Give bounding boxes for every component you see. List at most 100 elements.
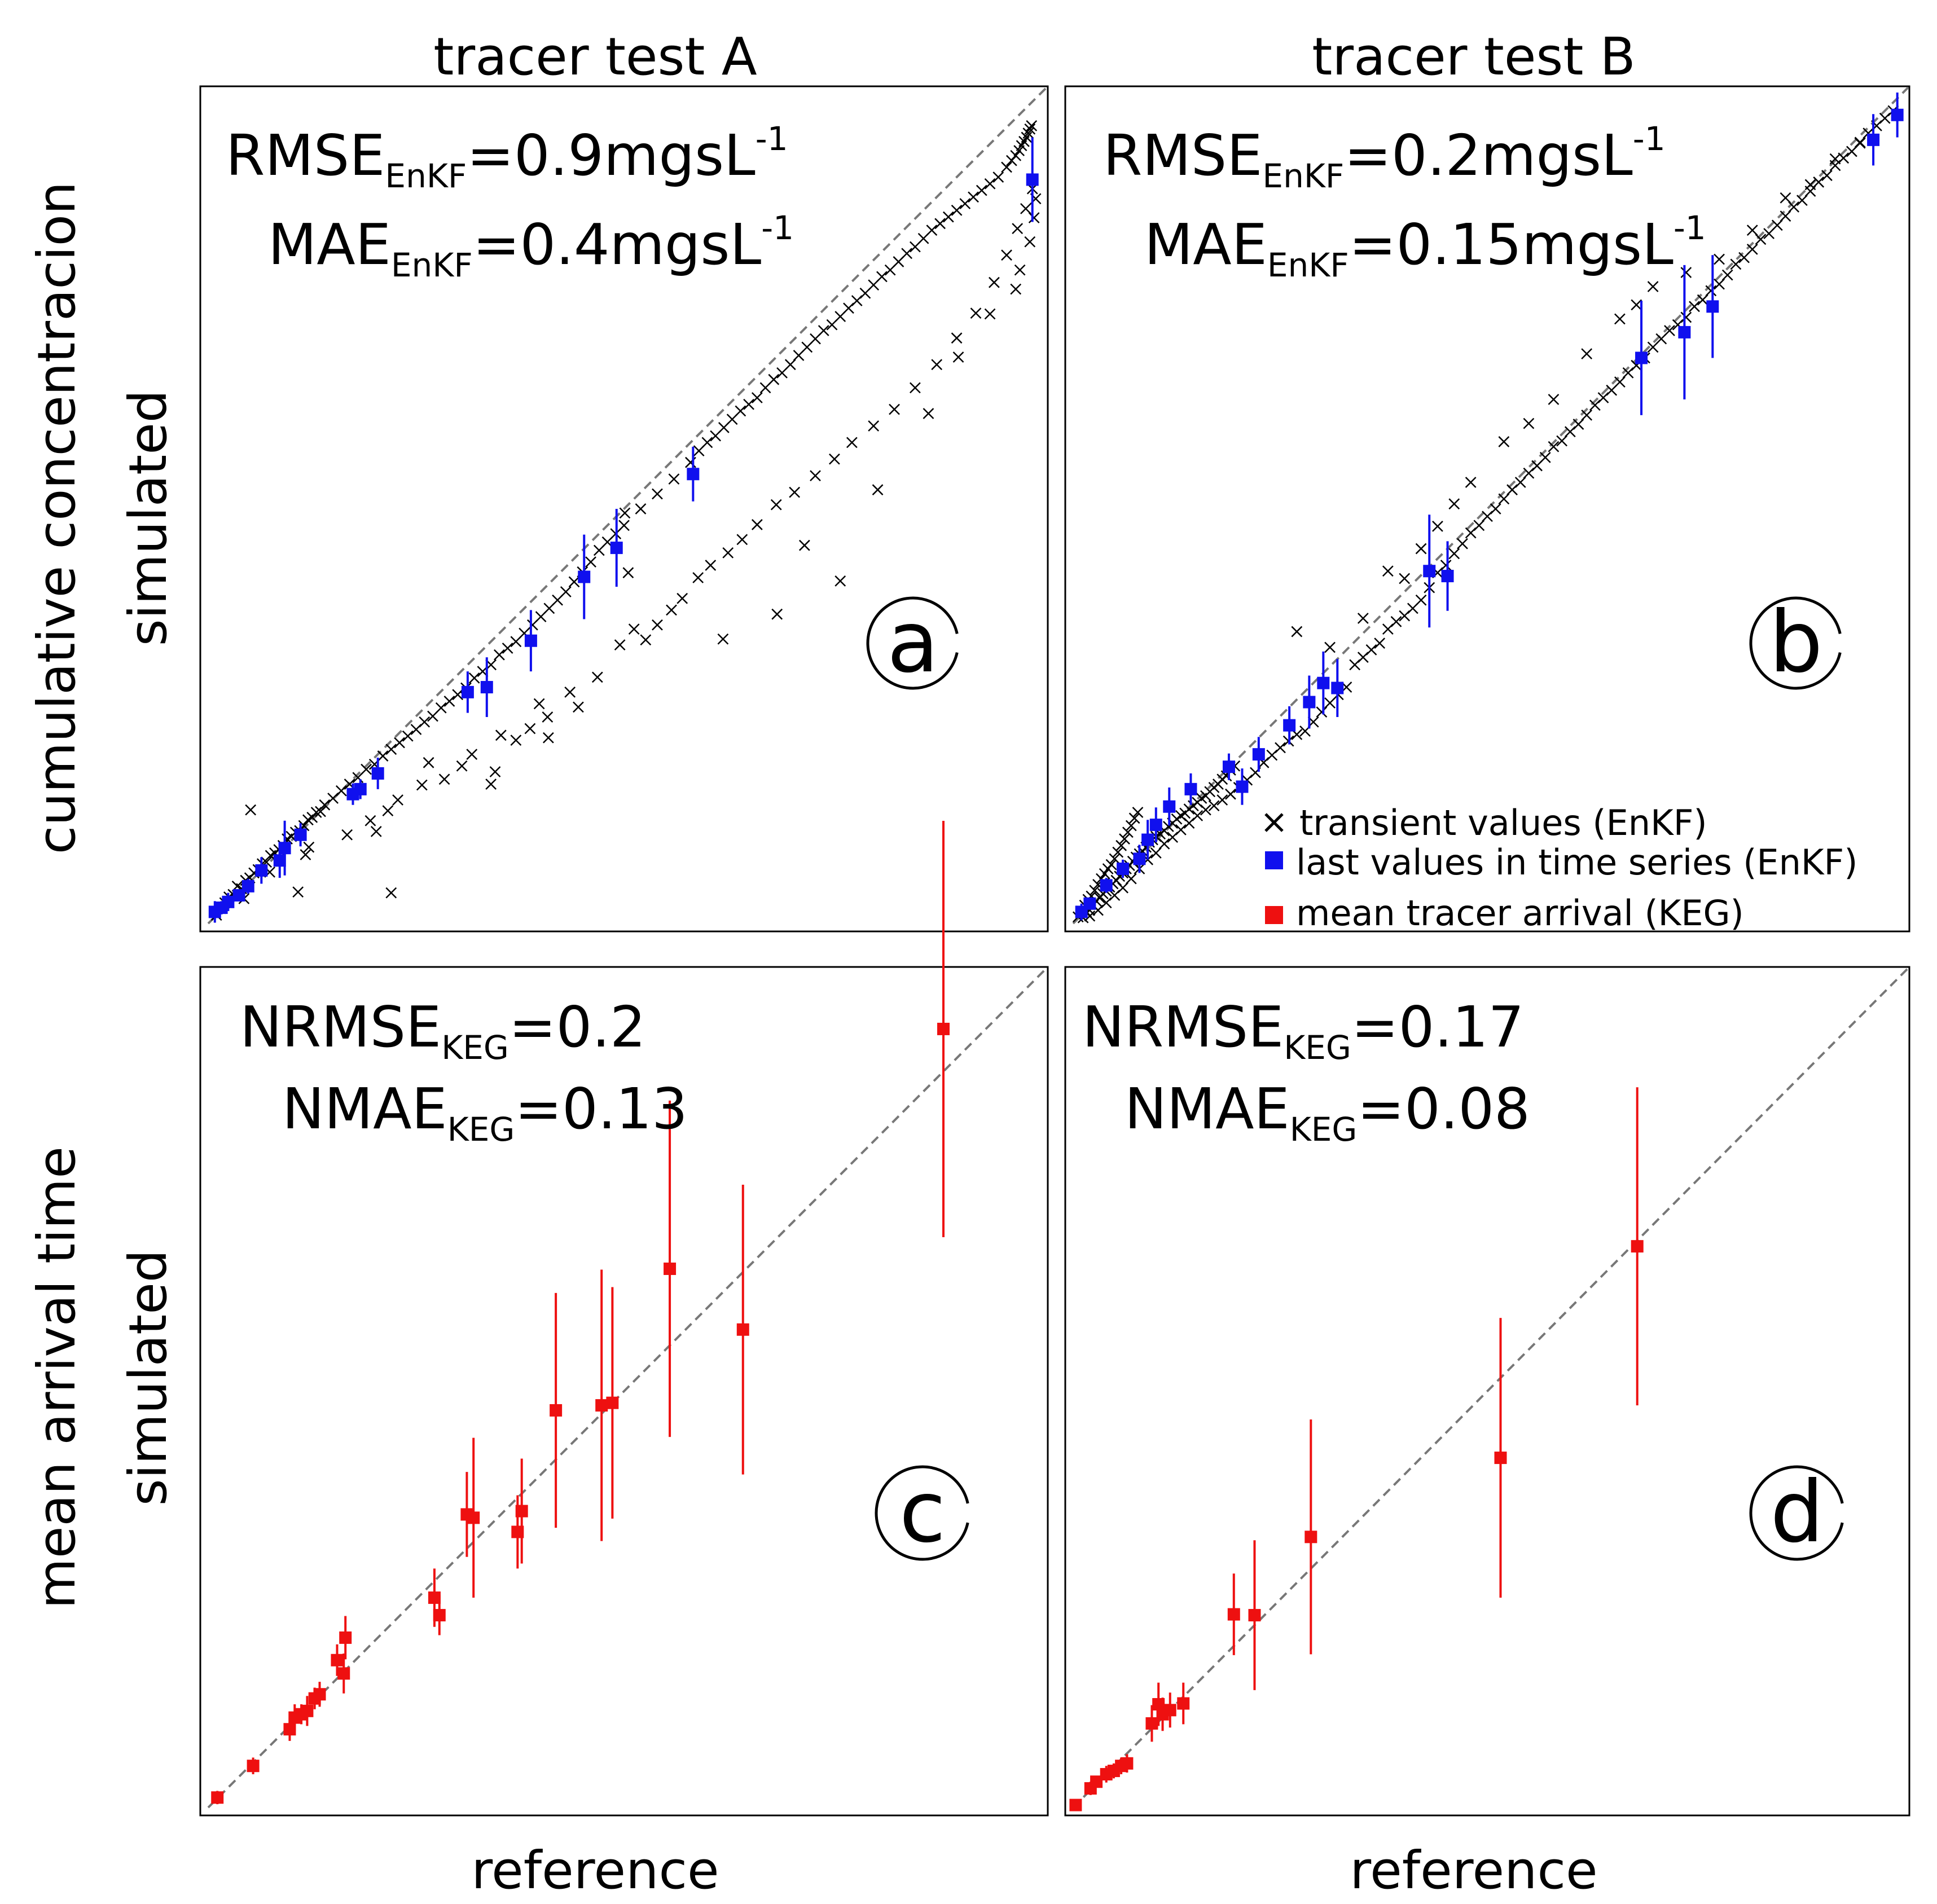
transient-marker xyxy=(846,437,858,448)
metric-name: MAE xyxy=(268,212,391,278)
transient-marker xyxy=(1432,520,1443,532)
transient-marker xyxy=(560,586,572,597)
plot-frame-d xyxy=(1064,966,1910,1817)
transient-marker xyxy=(722,547,734,559)
transient-marker xyxy=(614,639,626,650)
panel-letter-d: d xyxy=(1770,1463,1824,1562)
transient-marker xyxy=(1448,498,1460,510)
transient-marker xyxy=(1796,195,1808,206)
transient-marker xyxy=(1208,800,1220,812)
legend-label-last-values: last values in time series (EnKF) xyxy=(1296,842,1857,883)
transient-marker xyxy=(1028,212,1040,223)
last-value-marker xyxy=(1184,782,1197,795)
row-label-bottom-line2: simulated xyxy=(118,1250,178,1506)
transient-marker xyxy=(1105,859,1117,870)
arrival-marker xyxy=(1304,1531,1317,1544)
transient-marker xyxy=(1829,153,1841,165)
transient-marker xyxy=(1714,278,1725,290)
transient-marker xyxy=(392,794,403,806)
transient-marker xyxy=(1697,294,1708,306)
transient-marker xyxy=(1150,847,1162,859)
transient-marker xyxy=(585,556,596,568)
last-value-marker xyxy=(1252,748,1265,761)
arrival-marker xyxy=(428,1591,441,1604)
transient-marker xyxy=(494,649,505,661)
transient-marker xyxy=(1192,810,1204,821)
transient-marker xyxy=(1689,301,1700,313)
transient-marker xyxy=(394,737,405,749)
transient-marker xyxy=(701,437,713,448)
transient-marker xyxy=(976,184,987,196)
transient-marker xyxy=(959,198,971,209)
arrival-marker xyxy=(664,1263,677,1276)
panel-letter-circle-a xyxy=(866,596,959,690)
diagonal-line-b xyxy=(1072,86,1909,925)
metric-b-1: MAEEnKF=0.15mgsL-1 xyxy=(1144,209,1706,284)
transient-marker xyxy=(668,473,680,485)
transient-marker xyxy=(876,271,888,283)
transient-marker xyxy=(423,757,434,768)
last-value-marker xyxy=(1423,565,1436,578)
transient-marker xyxy=(789,486,801,498)
arrival-marker xyxy=(313,1688,326,1701)
last-value-marker xyxy=(1133,852,1146,865)
transient-marker xyxy=(1001,161,1012,173)
metric-subscript: KEG xyxy=(1284,1028,1351,1067)
metric-name: NRMSE xyxy=(240,994,441,1060)
transient-marker xyxy=(952,351,964,363)
transient-marker xyxy=(1573,419,1584,430)
transient-marker xyxy=(968,191,979,203)
transient-marker xyxy=(419,716,431,728)
metric-d-1: NMAEKEG=0.08 xyxy=(1125,1076,1530,1149)
transient-marker xyxy=(1324,641,1336,653)
transient-marker xyxy=(1614,376,1626,388)
transient-marker xyxy=(705,560,717,571)
transient-marker xyxy=(341,829,353,841)
transient-marker xyxy=(1175,824,1187,836)
transient-marker xyxy=(1548,441,1560,452)
arrival-marker xyxy=(1494,1452,1507,1465)
arrival-marker xyxy=(550,1404,563,1417)
arrival-marker xyxy=(337,1667,350,1680)
transient-marker xyxy=(1556,435,1568,447)
transient-marker xyxy=(1390,616,1402,627)
transient-marker xyxy=(1465,477,1477,488)
transient-marker xyxy=(901,248,913,260)
transient-marker xyxy=(1010,283,1022,295)
metric-a-0: RMSEEnKF=0.9mgsL-1 xyxy=(226,120,788,195)
transient-marker xyxy=(640,634,652,646)
transient-marker xyxy=(735,405,746,417)
transient-marker xyxy=(771,608,783,620)
transient-marker xyxy=(951,332,963,344)
last-value-marker xyxy=(1236,780,1249,793)
last-value-marker xyxy=(1331,681,1344,694)
transient-marker xyxy=(1746,244,1758,255)
last-value-marker xyxy=(1283,719,1296,732)
transient-marker xyxy=(300,849,311,860)
transient-marker xyxy=(931,359,943,371)
arrival-marker xyxy=(467,1511,480,1524)
arrival-marker xyxy=(247,1760,260,1773)
column-title-b: tracer test B xyxy=(1312,27,1636,87)
last-value-marker xyxy=(524,634,537,647)
transient-marker xyxy=(970,307,982,319)
transient-marker xyxy=(1448,548,1460,560)
transient-marker xyxy=(677,592,688,604)
transient-marker xyxy=(435,702,447,714)
transient-marker xyxy=(564,686,576,698)
transient-marker xyxy=(385,744,397,755)
transient-marker xyxy=(910,382,921,394)
last-value-marker xyxy=(1706,300,1719,313)
legend: transient values (EnKF) last values in t… xyxy=(1264,802,1857,934)
transient-marker xyxy=(1664,325,1675,336)
transient-marker xyxy=(1365,644,1377,656)
last-value-marker xyxy=(687,468,700,481)
transient-marker xyxy=(872,484,884,496)
legend-label-transient: transient values (EnKF) xyxy=(1299,802,1707,843)
last-value-marker xyxy=(1891,108,1904,121)
transient-marker xyxy=(370,825,382,837)
transient-marker xyxy=(628,623,640,635)
arrival-marker xyxy=(1631,1240,1644,1253)
last-value-marker xyxy=(255,864,268,877)
legend-red-square-icon xyxy=(1265,906,1283,924)
